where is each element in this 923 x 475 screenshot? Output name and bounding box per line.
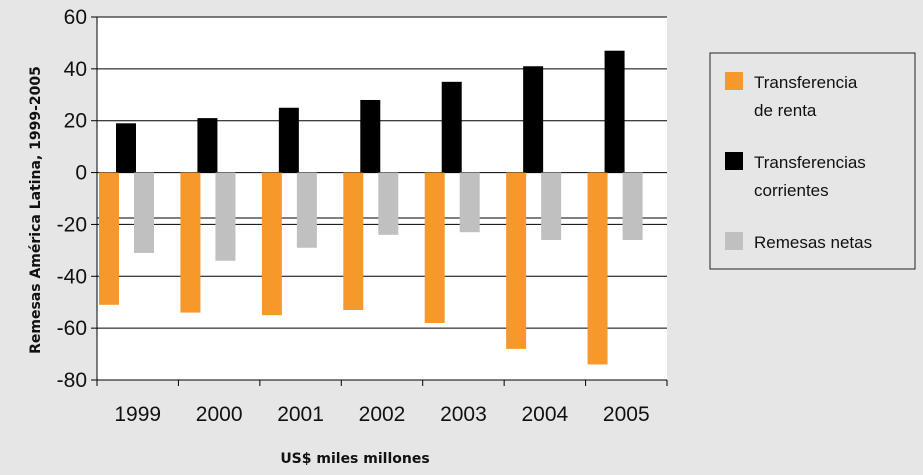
legend-label: Transferencia de renta — [754, 73, 858, 120]
y-axis-title: Remesas América Latina, 1999-2005 — [28, 66, 44, 354]
bars — [99, 50, 643, 365]
bar — [180, 172, 201, 313]
legend-swatch — [725, 72, 743, 90]
bar — [99, 172, 119, 305]
bar — [343, 172, 364, 310]
y-tick-label: -60 — [57, 317, 87, 340]
x-tick-label: 2005 — [603, 403, 650, 426]
x-axis-title: US$ miles millones — [280, 451, 429, 467]
bar — [523, 66, 544, 173]
legend-label: Remesas netas — [754, 233, 872, 252]
x-tick-label: 2003 — [440, 403, 487, 426]
x-tick-label: 2000 — [196, 403, 243, 426]
bar — [116, 123, 136, 173]
bar — [424, 172, 445, 323]
bar — [506, 172, 527, 349]
bar — [261, 172, 282, 316]
legend-label: Transferencias corrientes — [754, 153, 866, 200]
bar — [197, 118, 218, 173]
y-tick-labels: -80 -60 -40 -20 0 20 40 60 — [57, 6, 87, 392]
legend-label-line: Remesas netas — [754, 233, 872, 252]
bar — [622, 172, 643, 240]
legend-box — [709, 52, 916, 270]
x-tick-label: 2004 — [521, 403, 568, 426]
bar — [360, 99, 381, 173]
x-tick-labels: 1999 2000 2001 2002 2003 2004 2005 — [114, 403, 649, 426]
x-tick-label: 1999 — [114, 403, 161, 426]
legend-label-line: Transferencia — [754, 73, 858, 92]
bar — [441, 81, 462, 173]
bar — [215, 172, 236, 261]
x-tick-label: 2001 — [277, 403, 324, 426]
legend: Transferencia de renta Transferencias corri… — [709, 52, 916, 270]
bar — [378, 172, 399, 235]
legend-label-line: de renta — [754, 101, 817, 120]
y-tick-label: -20 — [57, 213, 87, 236]
bar — [296, 172, 317, 248]
bar — [459, 172, 480, 233]
y-tick-label: 20 — [64, 110, 87, 133]
y-tick-label: 0 — [75, 162, 87, 185]
bar — [134, 172, 154, 253]
legend-swatch — [725, 232, 743, 250]
legend-swatch — [725, 152, 743, 170]
bar — [278, 107, 299, 173]
y-tick-label: -80 — [57, 369, 87, 392]
bar — [587, 172, 608, 365]
y-tick-label: 60 — [64, 6, 87, 29]
legend-label-line: corrientes — [754, 181, 829, 200]
x-tick-label: 2002 — [359, 403, 406, 426]
axes — [91, 16, 668, 386]
y-tick-label: 40 — [64, 58, 87, 81]
y-tick-label: -40 — [57, 265, 87, 288]
bar — [604, 50, 625, 173]
legend-label-line: Transferencias — [754, 153, 866, 172]
bar — [541, 172, 562, 240]
